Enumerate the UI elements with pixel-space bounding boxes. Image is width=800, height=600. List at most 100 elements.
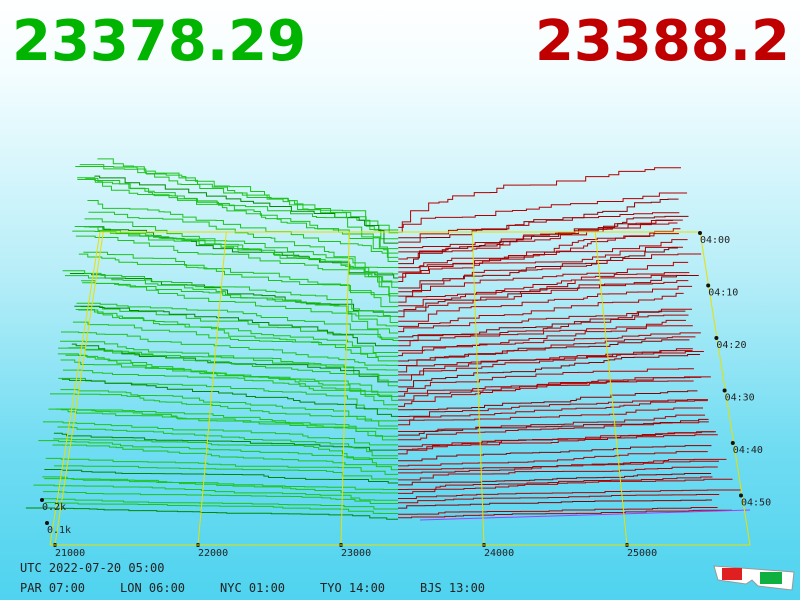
grid-left (49, 231, 101, 546)
bid-depth-line (94, 175, 399, 244)
ask-depth-line (398, 458, 727, 470)
bid-depth-line (61, 331, 399, 366)
bid-depth-line (72, 230, 399, 297)
bid-depth-line (62, 369, 399, 406)
bid-depth-line (76, 302, 399, 341)
ask-depth-line (398, 434, 718, 451)
bid-depth-line (75, 235, 399, 295)
ask-depth-line (398, 215, 689, 265)
3d-glasses-icon (713, 565, 795, 591)
bid-depth-line (64, 275, 399, 327)
bid-depth-line (42, 421, 399, 446)
time-label: 04:30 (725, 393, 755, 404)
utc-time: UTC 2022-07-20 05:00 (20, 561, 165, 575)
bid-depth-line (75, 309, 399, 357)
ask-depth-line (398, 353, 700, 388)
city-time: NYC 01:00 (220, 581, 285, 595)
ask-depth-line (398, 451, 708, 467)
ask-depth-line (398, 285, 693, 322)
ask-depth-line (398, 233, 679, 278)
ask-depth-line (398, 499, 713, 509)
bid-depth-line (57, 353, 399, 393)
bid-depth-line (50, 393, 399, 422)
ask-price: 23388.2 (535, 9, 790, 74)
bid-depth-line (55, 408, 399, 437)
ask-depth-line (398, 414, 706, 433)
price-grid-line (54, 231, 104, 546)
price-grid-line (471, 231, 485, 546)
bid-depth-line (44, 469, 399, 484)
bid-depth-line (61, 378, 399, 417)
bid-depth-line (33, 484, 399, 501)
size-tick (45, 521, 49, 525)
time-tick (722, 388, 727, 393)
bid-depth-line (60, 359, 399, 397)
ask-depth-line (398, 400, 708, 426)
bid-depth-line (88, 211, 399, 268)
ask-depth-line (398, 246, 683, 283)
price-label: 21000 (55, 548, 85, 559)
bid-depth-line (72, 321, 399, 362)
bid-depth-line (83, 251, 399, 303)
ask-depth-line (398, 280, 689, 318)
depth-lines (25, 158, 751, 521)
ask-depth-line (398, 274, 699, 312)
bid-depth-line (62, 270, 399, 324)
time-tick (706, 283, 711, 288)
bid-depth-line (74, 305, 399, 347)
price-label: 25000 (627, 548, 657, 559)
ask-depth-line (398, 476, 713, 490)
ask-depth-line (398, 445, 712, 462)
bid-depth-line (83, 226, 399, 279)
ask-depth-line (398, 253, 702, 293)
ask-depth-line (398, 192, 688, 228)
ask-depth-line (398, 473, 712, 486)
bid-depth-line (60, 389, 399, 427)
bid-depth-line (60, 409, 399, 441)
price-label: 22000 (198, 548, 228, 559)
ask-depth-line (398, 376, 702, 401)
ask-depth-line (398, 222, 678, 249)
bid-depth-line (87, 199, 399, 254)
bid-depth-line (53, 432, 399, 451)
ask-depth-line (398, 350, 693, 376)
ask-depth-line (398, 274, 687, 307)
ask-depth-line (398, 336, 696, 366)
grid (40, 231, 751, 547)
size-tick (40, 498, 44, 502)
time-tick (698, 231, 702, 235)
ask-depth-line (398, 198, 679, 239)
ask-depth-line (398, 310, 686, 338)
ask-depth-line (398, 167, 681, 233)
bid-depth-line (45, 457, 399, 475)
ask-depth-line (398, 308, 692, 333)
bid-depth-line (48, 408, 399, 430)
ask-depth-line (398, 407, 704, 421)
time-label: 04:50 (741, 498, 771, 509)
ask-depth-line (398, 212, 680, 243)
time-label: 04:10 (708, 288, 738, 299)
city-time: LON 06:00 (120, 581, 185, 595)
ask-front-line (419, 509, 751, 521)
time-tick (714, 336, 719, 340)
bid-depth-line (78, 309, 399, 354)
ask-depth-line (398, 325, 693, 357)
ask-depth-line (398, 219, 673, 253)
bid-depth-line (81, 280, 399, 334)
labels: 21000 22000 23000 24000 25000 04:00 04:10 04:20… (20, 235, 771, 595)
city-time: PAR 07:00 (20, 581, 85, 595)
price-grid-line (340, 231, 350, 546)
price-label: 23000 (341, 548, 371, 559)
bid-depth-line (75, 165, 399, 234)
bid-depth-line (44, 502, 399, 515)
bid-depth-line (52, 444, 399, 466)
bid-depth-line (25, 507, 398, 520)
bid-depth-line (43, 491, 399, 504)
ask-depth-line (398, 314, 689, 347)
city-time: BJS 13:00 (420, 581, 485, 595)
ask-depth-line (398, 247, 678, 289)
ask-depth-line (398, 507, 718, 515)
ask-depth-line (398, 368, 694, 393)
ask-depth-line (398, 399, 708, 417)
